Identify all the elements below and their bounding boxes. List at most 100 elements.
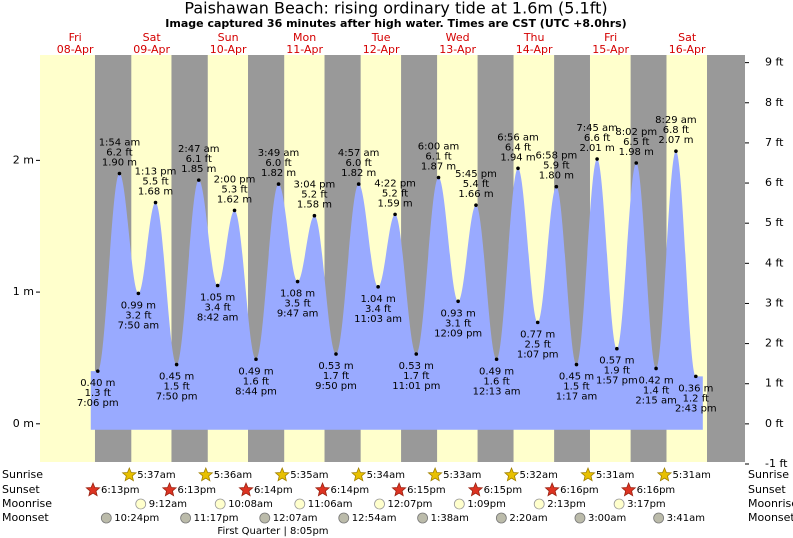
tide-point <box>254 357 258 362</box>
sunrise-icon <box>351 466 367 482</box>
y2-tick-label: 9 ft <box>765 56 784 69</box>
tide-label: 3:04 pm <box>294 180 336 191</box>
moonrise-time: 10:08am <box>228 499 273 510</box>
tide-label: 6.0 ft <box>265 158 291 169</box>
sunset-time: 6:13pm <box>177 485 216 496</box>
tide-label: 2:43 pm <box>675 403 717 414</box>
row-label: Sunset <box>748 483 786 496</box>
tide-point <box>276 182 281 186</box>
tide-label: 6:56 am <box>497 132 539 143</box>
sunrise-time: 5:34am <box>367 470 405 481</box>
tide-label: 7:06 pm <box>77 398 119 409</box>
tide-label: 1:57 pm <box>596 376 638 387</box>
row-label: Sunrise <box>748 468 789 481</box>
sunrise-time: 5:36am <box>214 470 252 481</box>
tide-label: 3:49 am <box>258 148 300 159</box>
y-tick-label: 0 m <box>13 417 34 430</box>
tide-label: 0.49 m <box>238 366 273 377</box>
sunset-time: 6:16pm <box>560 485 599 496</box>
chart-title: Paishawan Beach: rising ordinary tide at… <box>184 0 607 18</box>
tide-label: 2:47 am <box>178 144 220 155</box>
tide-label: 0.57 m <box>599 356 634 367</box>
weekday-label: Tue <box>371 31 391 44</box>
tide-label: 1.80 m <box>539 171 574 182</box>
moonrise-time: 9:12am <box>149 499 187 510</box>
y2-tick-label: 5 ft <box>765 216 784 229</box>
moonset-time: 11:17pm <box>194 513 239 524</box>
tide-label: 5.4 ft <box>463 179 489 190</box>
tide-label: 1.6 ft <box>483 376 509 387</box>
tide-label: 1.04 m <box>361 294 396 305</box>
tide-label: 8:44 pm <box>235 386 277 397</box>
tide-label: 1.4 ft <box>643 385 669 396</box>
sunrise-time: 5:35am <box>290 470 328 481</box>
tide-point <box>535 320 540 325</box>
tide-label: 1.58 m <box>297 200 332 211</box>
moonrise-icon <box>453 498 465 510</box>
moonrise-time: 3:17pm <box>627 499 666 510</box>
tide-label: 8:42 am <box>197 313 239 324</box>
tide-point <box>153 200 158 205</box>
moonset-time: 12:07am <box>273 513 318 524</box>
weekday-label: Sat <box>678 31 697 44</box>
y2-tick-label: 0 ft <box>765 417 784 430</box>
tide-label: 5.3 ft <box>221 184 247 195</box>
tide-label: 5.2 ft <box>382 188 408 199</box>
sunrise-time: 5:33am <box>443 470 481 481</box>
sunrise-icon <box>503 466 520 482</box>
tide-label: 1.7 ft <box>403 371 429 382</box>
moonset-icon <box>653 512 665 524</box>
sunset-icon <box>544 481 560 497</box>
sunrise-time: 5:32am <box>520 470 558 481</box>
row-label: Moonrise <box>2 497 52 510</box>
moonset-icon <box>338 512 350 524</box>
tide-label: 0.77 m <box>520 329 555 340</box>
tide-label: 6.8 ft <box>663 125 689 136</box>
weekday-label: Wed <box>446 31 470 44</box>
moonrise-icon <box>135 498 147 510</box>
tide-label: 1.2 ft <box>683 393 709 404</box>
tide-label: 0.36 m <box>678 383 713 394</box>
tide-point <box>312 213 317 218</box>
tide-label: 7:45 am <box>576 123 618 134</box>
tide-label: 0.93 m <box>441 308 476 319</box>
tide-label: 4:57 am <box>338 148 380 159</box>
y2-tick-label: 7 ft <box>765 136 784 149</box>
tide-label: 1.3 ft <box>85 388 111 399</box>
sunset-icon <box>314 481 331 497</box>
tide-label: 6.1 ft <box>425 151 451 162</box>
tide-label: 6.5 ft <box>623 137 649 148</box>
sunset-icon <box>161 481 178 497</box>
moonrise-time: 11:06am <box>308 499 353 510</box>
tide-label: 1:13 pm <box>135 167 177 178</box>
date-label: 10-Apr <box>210 43 247 56</box>
tide-label: 3.4 ft <box>365 304 391 315</box>
tide-label: 1.82 m <box>341 168 376 179</box>
sunrise-icon <box>121 466 138 482</box>
tide-point <box>334 352 338 356</box>
moonset-icon <box>574 512 586 524</box>
y-tick-label: 2 m <box>13 153 34 166</box>
sunrise-icon <box>580 466 596 482</box>
tide-point <box>615 346 619 351</box>
sunset-time: 6:15pm <box>484 485 523 496</box>
tide-point <box>595 157 599 161</box>
tide-label: 2.01 m <box>580 143 615 154</box>
tide-point <box>232 208 237 213</box>
tide-label: 5.5 ft <box>142 177 168 188</box>
moonset-icon <box>180 512 192 524</box>
tide-label: 5:45 pm <box>455 169 497 180</box>
sunset-time: 6:16pm <box>637 485 676 496</box>
tide-point <box>356 182 361 186</box>
tide-label: 9:50 pm <box>315 381 357 392</box>
y2-tick-label: 6 ft <box>765 176 784 189</box>
tide-label: 1.7 ft <box>323 371 349 382</box>
tide-point <box>393 212 397 217</box>
row-label: Moonset <box>748 511 793 524</box>
moonset-icon <box>259 512 271 524</box>
moonrise-time: 2:13pm <box>547 499 586 510</box>
weekday-label: Thu <box>523 31 545 44</box>
moonrise-icon <box>214 498 226 510</box>
tide-label: 3.2 ft <box>125 310 151 321</box>
tide-label: 0.40 m <box>80 378 115 389</box>
